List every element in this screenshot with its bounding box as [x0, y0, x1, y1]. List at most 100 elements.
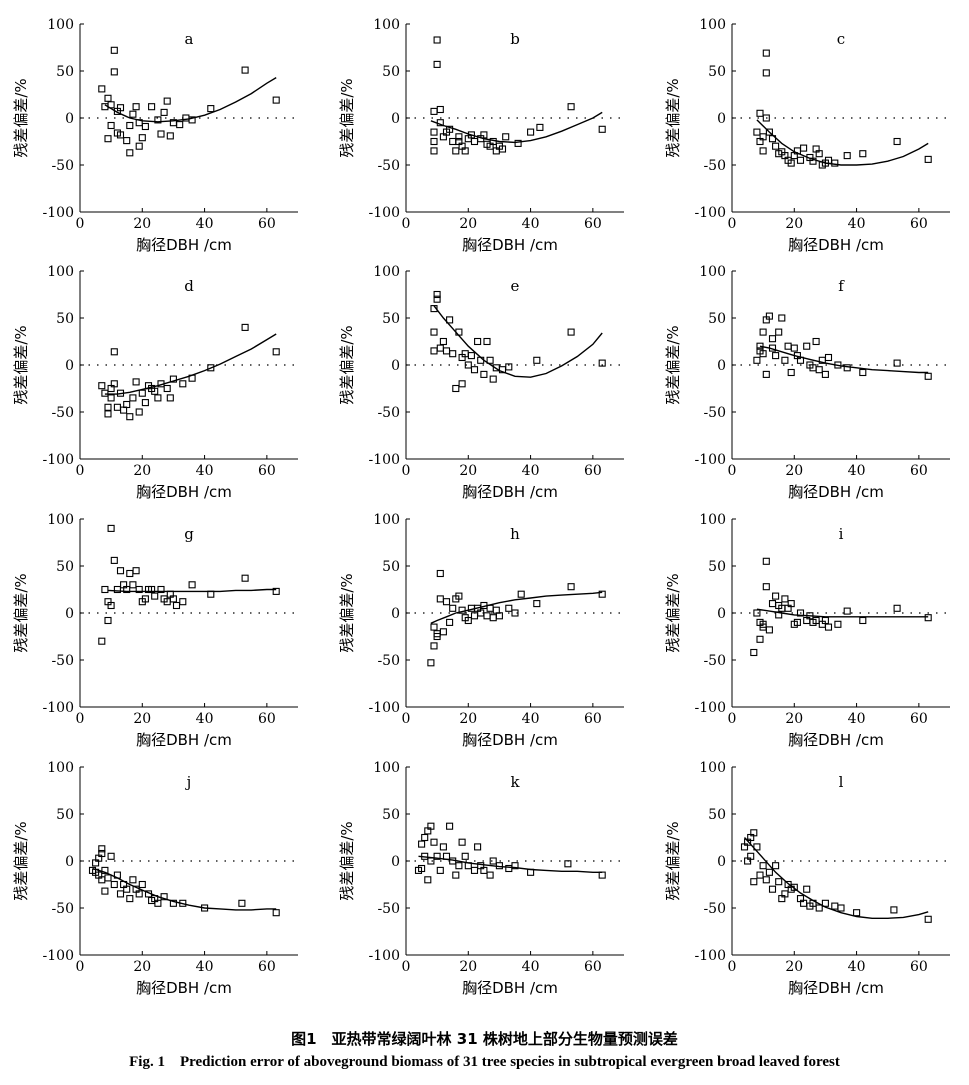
- data-point: [756, 635, 764, 643]
- data-point: [129, 581, 137, 589]
- data-point: [166, 394, 174, 402]
- data-point: [893, 359, 901, 367]
- y-tick-label: 0: [391, 854, 400, 870]
- x-tick-label: 20: [133, 711, 151, 727]
- x-axis-title: 胸径DBH /cm: [788, 979, 884, 997]
- data-point: [781, 356, 789, 364]
- x-axis-title: 胸径DBH /cm: [462, 979, 558, 997]
- data-point: [787, 159, 795, 167]
- x-axis-title: 胸径DBH /cm: [788, 483, 884, 501]
- data-point: [765, 312, 773, 320]
- data-point: [461, 147, 469, 155]
- y-axis-title: 残差偏差/%: [12, 573, 30, 652]
- data-point: [890, 906, 898, 914]
- data-point: [800, 144, 808, 152]
- data-point: [750, 829, 758, 837]
- data-point: [567, 103, 575, 111]
- data-point: [837, 904, 845, 912]
- data-point: [421, 833, 429, 842]
- data-point: [803, 342, 811, 350]
- x-axis-title: 胸径DBH /cm: [462, 236, 558, 254]
- data-point: [129, 110, 137, 118]
- data-point: [756, 342, 764, 350]
- data-point: [467, 352, 475, 360]
- data-point: [272, 348, 280, 356]
- y-tick-label: 100: [373, 17, 400, 33]
- data-point: [104, 403, 112, 411]
- x-tick-label: 0: [402, 216, 411, 232]
- x-tick-label: 40: [522, 463, 540, 479]
- data-point: [812, 337, 820, 346]
- y-tick-label: -50: [51, 653, 74, 669]
- panel-label: j: [185, 773, 192, 791]
- y-tick-label: -100: [43, 948, 74, 964]
- data-point: [442, 852, 451, 860]
- data-point: [436, 569, 444, 578]
- data-point: [778, 314, 786, 322]
- x-tick-label: 0: [402, 711, 411, 727]
- data-point: [154, 116, 162, 124]
- y-axis-title: 残差偏差/%: [338, 325, 356, 404]
- x-axis-title: 胸径DBH /cm: [788, 731, 884, 749]
- y-tick-label: 0: [391, 358, 400, 374]
- y-tick-label: 0: [65, 358, 74, 374]
- data-point: [135, 408, 143, 416]
- y-tick-label: 50: [382, 559, 400, 575]
- y-tick-label: 50: [708, 64, 726, 80]
- data-point: [148, 103, 156, 111]
- data-point: [796, 156, 805, 164]
- data-point: [179, 380, 187, 388]
- data-point: [449, 350, 457, 358]
- data-point: [172, 601, 181, 610]
- data-point: [781, 595, 789, 603]
- data-point: [449, 604, 457, 612]
- data-point: [126, 413, 134, 421]
- x-tick-label: 0: [76, 711, 85, 727]
- data-point: [154, 394, 162, 402]
- x-tick-label: 40: [196, 711, 214, 727]
- x-tick-label: 20: [459, 463, 477, 479]
- data-point: [793, 618, 801, 626]
- fitted-curve: [104, 77, 277, 123]
- data-point: [135, 890, 143, 898]
- data-point: [433, 852, 441, 860]
- data-point: [834, 620, 842, 628]
- data-point: [433, 295, 441, 303]
- data-point: [123, 137, 131, 145]
- data-point: [821, 899, 829, 907]
- data-point: [166, 132, 174, 140]
- data-point: [160, 108, 168, 116]
- data-point: [126, 121, 134, 130]
- y-tick-label: -100: [43, 700, 74, 716]
- x-tick-label: 20: [785, 216, 803, 232]
- panel-label: k: [510, 773, 520, 791]
- data-point: [452, 147, 460, 155]
- y-tick-label: -50: [703, 158, 726, 174]
- data-point: [859, 150, 867, 158]
- data-point: [753, 128, 761, 136]
- data-point: [436, 595, 444, 603]
- y-tick-label: -100: [43, 452, 74, 468]
- data-point: [924, 614, 932, 622]
- data-point: [113, 585, 121, 594]
- y-axis-title: 残差偏差/%: [12, 821, 30, 900]
- figure-caption-english: Fig. 1 Prediction error of aboveground b…: [129, 1054, 840, 1070]
- data-point: [123, 400, 131, 409]
- fitted-curve: [756, 119, 929, 166]
- data-point: [176, 121, 184, 129]
- data-point: [418, 864, 426, 873]
- data-point: [762, 370, 770, 378]
- y-tick-label: 100: [699, 17, 726, 33]
- data-point: [430, 838, 438, 846]
- y-tick-label: -100: [695, 205, 726, 221]
- x-tick-label: 20: [459, 711, 477, 727]
- x-tick-label: 60: [910, 216, 928, 232]
- data-point: [169, 375, 177, 383]
- data-point: [272, 587, 280, 595]
- data-point: [762, 876, 770, 884]
- data-point: [207, 105, 215, 113]
- data-point: [924, 372, 932, 380]
